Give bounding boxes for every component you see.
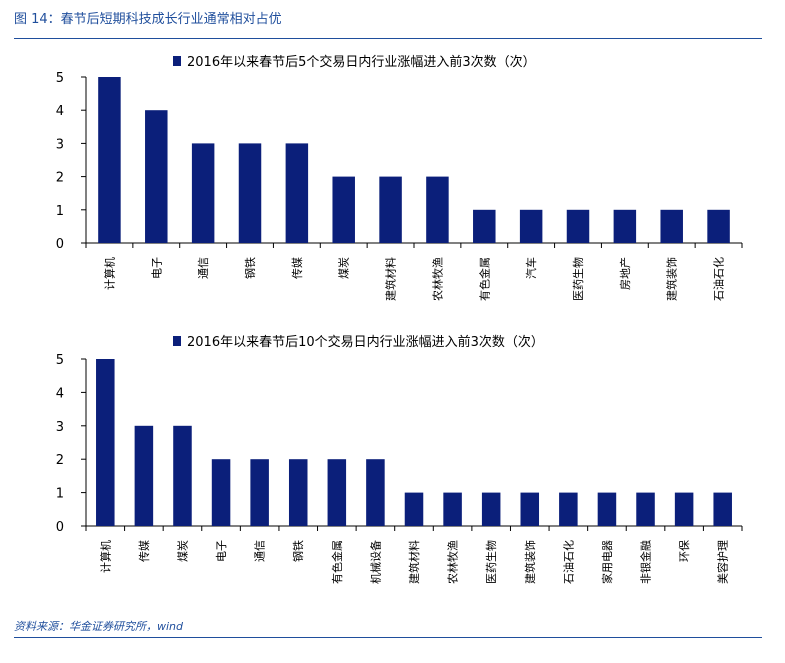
category-label: 建筑材料: [384, 257, 398, 301]
y-tick-label: 1: [56, 487, 64, 502]
bottom-divider: [14, 637, 762, 638]
bar: [566, 209, 590, 243]
legend-label: 2016年以来春节后5个交易日内行业涨幅进入前3次数（次）: [187, 54, 536, 70]
bar: [636, 492, 655, 526]
bar: [145, 110, 168, 243]
category-label: 汽车: [524, 257, 538, 279]
category-label: 家用电器: [600, 540, 614, 584]
bar: [481, 492, 501, 526]
bar: [173, 425, 192, 526]
category-label: 机械设备: [368, 540, 382, 584]
bar: [191, 143, 215, 243]
category-label: 建筑装饰: [665, 257, 679, 301]
bar: [379, 176, 402, 243]
legend-label: 2016年以来春节后10个交易日内行业涨幅进入前3次数（次）: [187, 334, 544, 350]
bar: [327, 459, 347, 526]
bar: [332, 176, 355, 243]
bar: [288, 459, 308, 526]
category-label: 医药生物: [484, 540, 498, 584]
category-label: 农林牧渔: [430, 257, 444, 301]
legend-swatch: [173, 56, 181, 66]
bar: [713, 492, 732, 526]
bar: [98, 77, 121, 243]
category-label: 通信: [197, 257, 210, 279]
bar: [520, 492, 540, 526]
category-label: 电子: [215, 540, 228, 562]
y-tick-label: 3: [56, 137, 64, 152]
category-label: 钢铁: [244, 257, 257, 279]
legend-swatch: [173, 336, 181, 346]
category-label: 建筑装饰: [523, 540, 537, 584]
title-divider: [14, 38, 762, 39]
bar: [473, 209, 496, 243]
category-label: 计算机: [98, 540, 112, 573]
category-label: 建筑材料: [407, 540, 421, 584]
category-label: 农林牧渔: [446, 540, 460, 584]
bar: [96, 359, 115, 526]
category-label: 钢铁: [292, 540, 305, 562]
bar: [559, 492, 578, 526]
y-tick-label: 2: [56, 171, 64, 186]
category-label: 美容护理: [716, 540, 730, 584]
bar: [597, 492, 617, 526]
y-tick-label: 0: [56, 520, 64, 535]
bar: [134, 425, 154, 526]
y-tick-label: 1: [56, 204, 64, 219]
y-tick-label: 2: [56, 453, 64, 468]
bar: [613, 209, 637, 243]
bar: [707, 209, 730, 243]
bar: [366, 459, 385, 526]
y-tick-label: 5: [56, 353, 64, 368]
category-label: 石油石化: [712, 257, 726, 301]
category-label: 有色金属: [330, 540, 344, 584]
y-tick-label: 3: [56, 420, 64, 435]
bar: [426, 176, 449, 243]
category-label: 有色金属: [477, 257, 491, 301]
category-label: 房地产: [618, 257, 632, 290]
bar: [211, 459, 231, 526]
y-tick-label: 5: [56, 71, 64, 86]
bar: [519, 209, 543, 243]
bar: [285, 143, 309, 243]
bar: [674, 492, 694, 526]
figure-title: 图 14：春节后短期科技成长行业通常相对占优: [14, 12, 282, 27]
category-label: 煤炭: [338, 257, 351, 279]
category-label: 通信: [254, 540, 267, 562]
category-label: 传媒: [291, 257, 304, 279]
bar: [238, 143, 262, 243]
bar: [443, 492, 462, 526]
source-note: 资料来源：华金证券研究所，wind: [14, 620, 184, 633]
category-label: 石油石化: [561, 540, 575, 584]
bar: [404, 492, 424, 526]
category-label: 煤炭: [176, 540, 189, 562]
category-label: 非银金融: [639, 540, 653, 584]
y-tick-label: 4: [56, 386, 64, 401]
category-label: 环保: [677, 540, 691, 562]
category-label: 计算机: [102, 257, 116, 290]
category-label: 医药生物: [571, 257, 585, 301]
category-label: 传媒: [138, 540, 151, 562]
category-label: 电子: [150, 257, 163, 279]
y-tick-label: 0: [56, 237, 64, 252]
y-tick-label: 4: [56, 104, 64, 119]
bar: [660, 209, 683, 243]
bar: [250, 459, 269, 526]
